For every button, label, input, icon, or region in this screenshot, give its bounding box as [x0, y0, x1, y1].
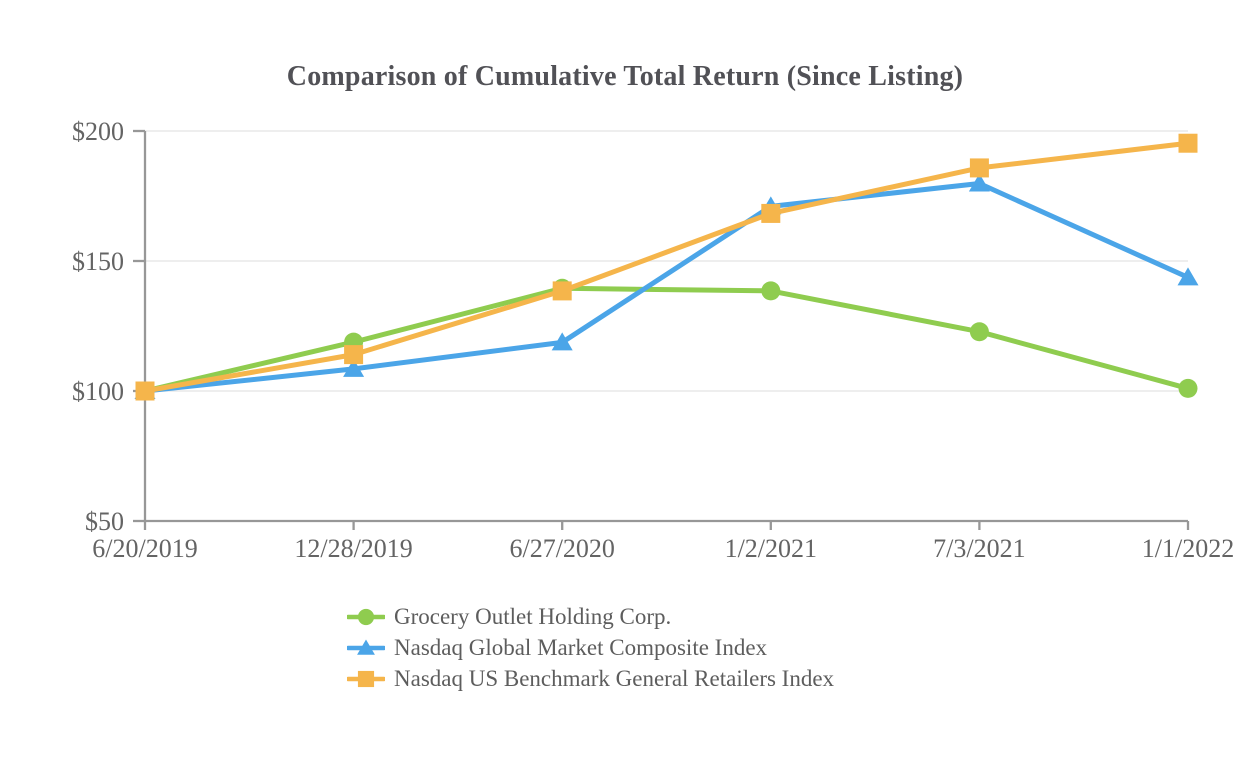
y-axis-tick-label: $150 [72, 247, 124, 276]
data-point-marker-square [135, 381, 155, 401]
x-axis-tick-label: 7/3/2021 [933, 534, 1025, 563]
x-axis-tick-label: 6/20/2019 [92, 534, 197, 563]
chart-title: Comparison of Cumulative Total Return (S… [286, 61, 964, 92]
x-axis-tick-label: 12/28/2019 [294, 534, 412, 563]
legend-marker-square-icon [347, 670, 385, 687]
data-point-marker-triangle [1177, 267, 1199, 286]
data-point-marker-circle [969, 322, 989, 342]
x-axis-tick-label: 6/27/2020 [509, 534, 614, 563]
data-point-marker-triangle [551, 332, 573, 351]
data-point-marker-square [761, 203, 781, 223]
legend-item: Nasdaq US Benchmark General Retailers In… [347, 663, 834, 694]
y-axis-tick-label: $100 [72, 377, 124, 406]
data-point-marker-circle [761, 281, 781, 301]
legend-label: Grocery Outlet Holding Corp. [394, 603, 672, 629]
data-point-marker-square [969, 158, 989, 178]
legend-item: Nasdaq Global Market Composite Index [347, 632, 834, 663]
data-point-marker-square [344, 345, 364, 365]
y-axis-tick-label: $50 [85, 507, 124, 536]
series-line [142, 285, 1191, 394]
legend-label: Nasdaq US Benchmark General Retailers In… [394, 665, 835, 691]
legend-marker-triangle-icon [347, 639, 385, 655]
data-point-marker-triangle [343, 358, 365, 377]
data-point-marker-triangle [357, 639, 375, 655]
data-point-marker-circle [357, 608, 375, 625]
legend-item: Grocery Outlet Holding Corp. [347, 601, 834, 632]
data-point-marker-square [357, 670, 375, 687]
data-point-marker-square [552, 281, 572, 301]
data-point-marker-triangle [968, 173, 990, 192]
chart-legend: Grocery Outlet Holding Corp. Nasdaq Globa… [347, 601, 834, 694]
y-axis-tick-label: $200 [72, 117, 124, 146]
legend-label: Nasdaq Global Market Composite Index [394, 634, 768, 660]
x-axis-tick-label: 1/2/2021 [725, 534, 817, 563]
legend-marker-circle-icon [347, 608, 385, 625]
data-point-marker-circle [1178, 378, 1198, 398]
series-line [142, 140, 1191, 394]
series-line [142, 181, 1191, 394]
x-axis-tick-label: 1/1/2022 [1142, 534, 1234, 563]
data-point-marker-square [1178, 133, 1198, 153]
